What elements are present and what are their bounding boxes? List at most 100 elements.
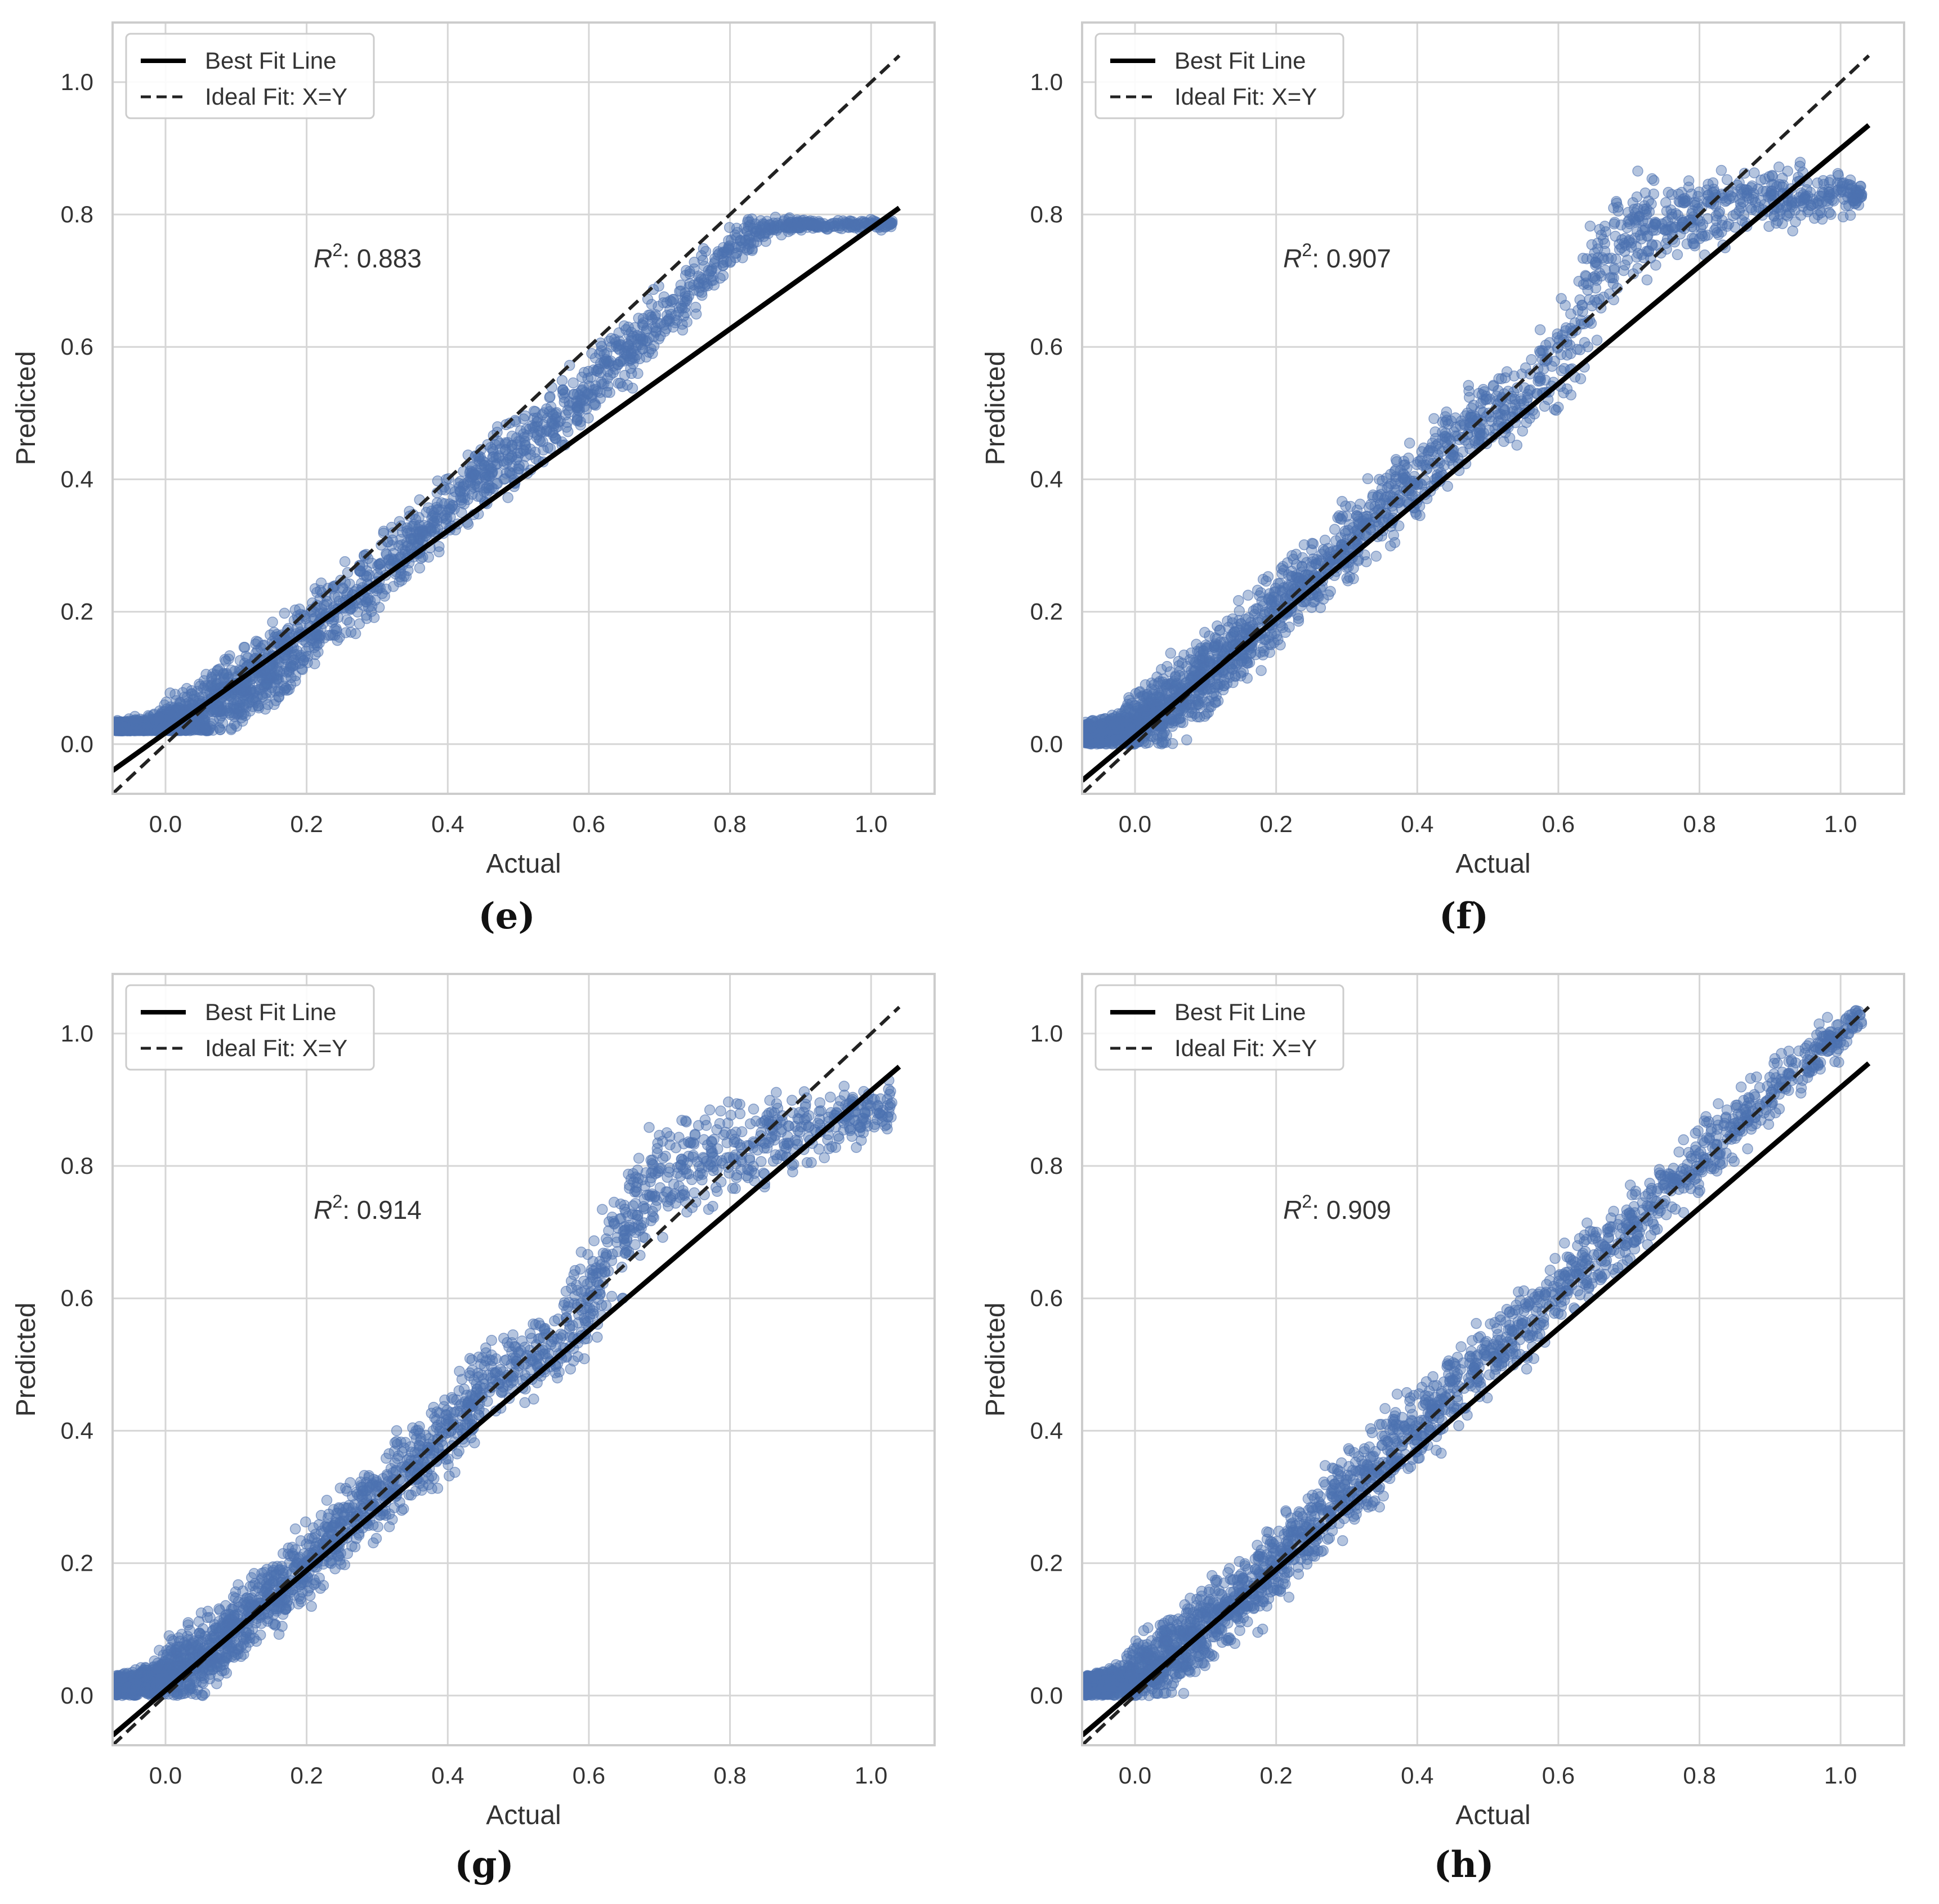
x-tick-label: 0.8: [1683, 811, 1715, 837]
y-tick-label: 0.6: [61, 333, 93, 360]
scatter-chart-e: 0.0 0.2 0.4 0.6 0.8 1.00.00.20.40.60.81.0Actu…: [11, 21, 936, 879]
y-tick-label: 0.4: [1030, 466, 1063, 492]
scatter-point: [556, 375, 568, 386]
scatter-point: [189, 690, 200, 701]
scatter-point: [231, 721, 243, 732]
scatter-point: [557, 385, 569, 396]
scatter-point: [506, 430, 518, 442]
scatter-point: [296, 650, 307, 662]
scatter-point: [151, 723, 163, 734]
scatter-point: [1594, 224, 1605, 235]
scatter-point: [582, 388, 594, 399]
scatter-point: [344, 578, 355, 589]
scatter-point: [703, 269, 714, 280]
scatter-point: [568, 377, 579, 388]
scatter-point: [1370, 551, 1382, 562]
scatter-point: [427, 510, 439, 522]
scatter-point: [1663, 186, 1674, 198]
scatter-point: [614, 356, 626, 368]
scatter-point: [675, 279, 687, 291]
scatter-point: [191, 716, 202, 727]
scatter-point: [520, 410, 531, 422]
scatter-point: [432, 524, 443, 535]
scatter-point: [406, 521, 418, 532]
scatter-point: [1787, 225, 1798, 236]
scatter-point: [261, 678, 272, 689]
scatter-point: [462, 494, 473, 506]
scatter-point: [287, 660, 298, 672]
scatter-point: [1837, 211, 1849, 223]
scatter-point: [1803, 204, 1814, 216]
y-tick-label: 1.0: [1030, 69, 1063, 95]
scatter-point: [289, 604, 301, 616]
scatter-point: [417, 526, 428, 538]
scatter-point: [605, 333, 617, 344]
scatter-point: [1575, 373, 1587, 385]
y-tick-label: 0.4: [61, 466, 93, 492]
scatter-point: [769, 220, 780, 232]
scatter-point: [1656, 218, 1668, 230]
scatter-point: [646, 298, 658, 310]
scatter-point: [1272, 634, 1284, 645]
scatter-point: [1362, 473, 1374, 485]
scatter-point: [650, 309, 662, 320]
scatter-point: [199, 723, 211, 735]
scatter-point: [564, 396, 575, 408]
scatter-point: [592, 365, 603, 377]
scatter-point: [632, 339, 644, 351]
scatter-point: [1586, 239, 1598, 251]
scatter-point: [703, 265, 714, 276]
scatter-point: [1524, 413, 1535, 424]
x-tick-label: 0.4: [1401, 811, 1433, 837]
scatter-point: [632, 333, 644, 345]
scatter-point: [141, 719, 153, 731]
scatter-point: [753, 231, 765, 243]
scatter-point: [270, 695, 282, 707]
scatter-point: [1397, 472, 1409, 484]
scatter-point: [1325, 585, 1336, 597]
scatter-point: [360, 610, 372, 621]
scatter-point: [811, 219, 822, 231]
scatter-point: [748, 223, 759, 234]
scatter-point: [1552, 328, 1563, 339]
scatter-point: [310, 649, 321, 660]
scatter-point: [396, 539, 408, 551]
scatter-point: [1233, 595, 1244, 606]
scatter-point: [212, 664, 224, 676]
scatter-point: [610, 337, 622, 348]
scatter-point: [1306, 561, 1317, 572]
scatter-point: [1272, 578, 1284, 589]
y-tick-label: 0.6: [1030, 333, 1063, 360]
scatter-point: [626, 347, 637, 359]
scatter-point: [747, 245, 758, 256]
scatter-point: [354, 618, 365, 629]
scatter-point: [730, 229, 741, 241]
scatter-point: [1511, 439, 1523, 451]
scatter-point: [225, 724, 237, 735]
scatter-point: [339, 556, 351, 567]
scatter-point: [1641, 230, 1653, 242]
scatter-point: [842, 218, 854, 230]
scatter-point: [1534, 324, 1546, 336]
r-squared-annotation: R2: 0.883: [314, 240, 422, 273]
y-tick-label: 0.0: [1030, 731, 1063, 757]
scatter-point: [1442, 480, 1453, 492]
scatter-point: [378, 528, 390, 539]
scatter-point: [564, 400, 575, 412]
scatter-point: [596, 376, 607, 388]
scatter-point: [541, 425, 553, 437]
scatter-point: [688, 279, 699, 290]
scatter-point: [444, 498, 455, 509]
scatter-point: [169, 689, 181, 700]
y-tick-label: 0.8: [61, 201, 93, 227]
scatter-point: [1618, 265, 1629, 276]
scatter-point: [285, 659, 297, 671]
scatter-point: [604, 387, 615, 398]
scatter-point: [1612, 202, 1624, 213]
scatter-point: [493, 452, 504, 463]
chart-panel-e: 0.0 0.2 0.4 0.6 0.8 1.0 0.0 0.2 0.4 0.6 0.8 1.0 Actu…: [0, 0, 970, 890]
scatter-point: [507, 439, 518, 451]
scatter-point: [311, 628, 323, 640]
scatter-point: [589, 352, 601, 364]
